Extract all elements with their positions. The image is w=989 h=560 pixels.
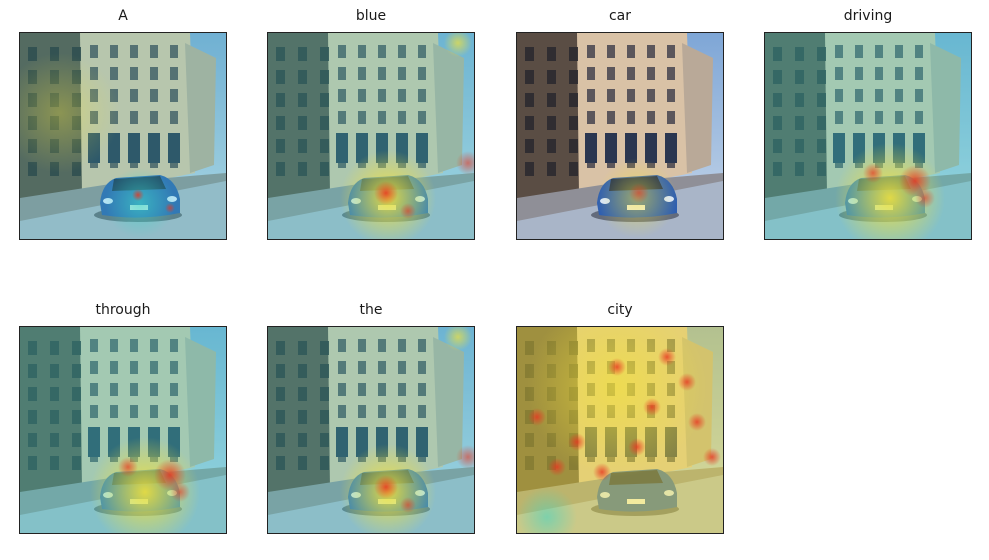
- panel-title: car: [608, 8, 632, 24]
- attention-heatmap-image: [764, 32, 972, 240]
- street-scene-heatmap: [517, 33, 723, 239]
- street-scene-heatmap: [20, 33, 226, 239]
- attention-heatmap-image: [267, 326, 475, 534]
- street-scene-heatmap: [268, 33, 474, 239]
- street-scene-heatmap: [517, 327, 723, 533]
- attention-heatmap-image: [19, 32, 227, 240]
- attention-heatmap-image: [516, 326, 724, 534]
- attention-heatmap-image: [267, 32, 475, 240]
- panel-title: blue: [355, 8, 387, 24]
- panel-title: driving: [843, 8, 893, 24]
- panel-title: city: [607, 302, 633, 318]
- street-scene-heatmap: [765, 33, 971, 239]
- street-scene-heatmap: [268, 327, 474, 533]
- attention-heatmap-image: [516, 32, 724, 240]
- panel-title: the: [359, 302, 383, 318]
- attention-heatmap-image: [19, 326, 227, 534]
- panel-title: A: [118, 8, 128, 24]
- street-scene-heatmap: [20, 327, 226, 533]
- panel-title: through: [95, 302, 151, 318]
